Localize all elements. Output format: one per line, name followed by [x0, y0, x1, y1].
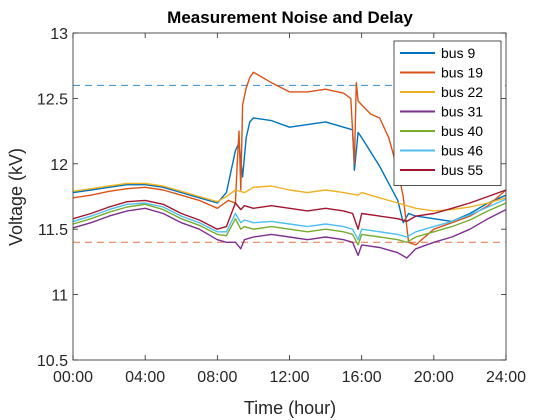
y-tick-label: 10.5	[37, 353, 68, 370]
y-tick-label: 13	[50, 26, 68, 43]
legend-box	[393, 40, 502, 186]
y-tick-label: 12.5	[37, 91, 68, 108]
legend-label: bus 22	[441, 84, 483, 100]
series-line-bus-46	[73, 198, 506, 241]
y-tick-label: 11	[51, 288, 68, 305]
series-line-bus-22	[73, 182, 506, 212]
series-line-bus-19	[73, 71, 506, 246]
chart-title: Measurement Noise and Delay	[167, 8, 413, 27]
x-axis-label: Time (hour)	[244, 398, 336, 418]
legend: bus 9 bus 19 bus 22 bus 31 bus 40 bus 46 bus 5…	[393, 40, 502, 186]
legend-label: bus 9	[441, 45, 475, 61]
legend-label: bus 40	[441, 123, 483, 139]
y-axis-label: Voltage (kV)	[6, 148, 26, 246]
x-tick-label: 08:00	[197, 369, 237, 386]
y-tick-label: 11.5	[38, 222, 68, 239]
series-group	[73, 71, 506, 259]
x-tick-label: 12:00	[269, 369, 309, 386]
legend-label: bus 19	[441, 65, 483, 81]
series-line-bus-31	[73, 207, 506, 259]
series-line-bus-40	[73, 202, 506, 246]
plot-area	[73, 71, 506, 259]
x-tick-label: 16:00	[342, 369, 382, 386]
legend-label: bus 31	[441, 104, 483, 120]
y-tick-label: 12	[50, 157, 68, 174]
x-tick-label: 20:00	[414, 369, 454, 386]
legend-label: bus 55	[441, 162, 483, 178]
legend-label: bus 46	[441, 143, 483, 159]
x-tick-label: 04:00	[125, 369, 165, 386]
x-tick-label: 24:00	[486, 369, 526, 386]
axes: 00:00 04:00 08:00 12:00 16:00 20:00 24:00 10.5 1…	[37, 26, 526, 386]
series-line-bus-9	[73, 117, 506, 224]
x-tick-label: 00:00	[53, 369, 93, 386]
series-line-bus-55	[73, 189, 506, 230]
